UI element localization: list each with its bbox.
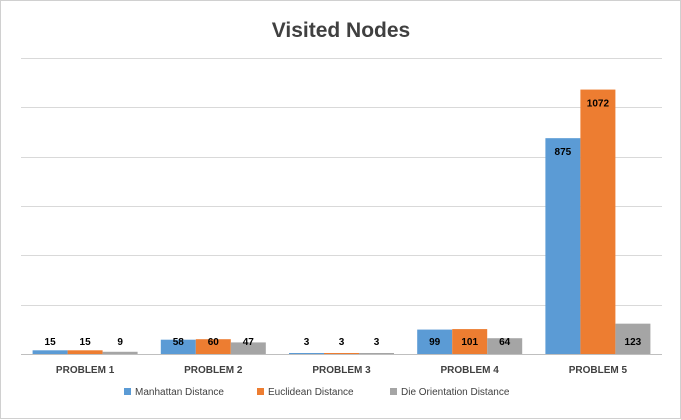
legend-swatch bbox=[390, 388, 397, 395]
bar bbox=[359, 353, 394, 354]
data-label: 99 bbox=[429, 337, 441, 348]
data-label: 3 bbox=[339, 337, 345, 348]
data-label: 123 bbox=[625, 337, 642, 348]
x-tick-label: PROBLEM 3 bbox=[312, 365, 371, 376]
data-label: 58 bbox=[173, 337, 185, 348]
legend-item[interactable]: Euclidean Distance bbox=[257, 387, 354, 398]
bar bbox=[324, 353, 359, 354]
data-label: 3 bbox=[304, 337, 310, 348]
data-label: 15 bbox=[45, 337, 57, 348]
data-label: 64 bbox=[499, 337, 511, 348]
data-label: 3 bbox=[374, 337, 380, 348]
bars bbox=[32, 89, 651, 354]
data-labels: 15 15 9 58 60 47 3 3 3 99 101 64 875 1072 123 bbox=[45, 99, 642, 348]
bar bbox=[417, 329, 453, 354]
legend-label: Die Orientation Distance bbox=[401, 387, 510, 398]
legend-label: Manhattan Distance bbox=[135, 387, 224, 398]
bar bbox=[32, 350, 68, 354]
legend[interactable]: Manhattan Distance Euclidean Distance Die … bbox=[124, 387, 510, 398]
legend-item[interactable]: Manhattan Distance bbox=[124, 387, 224, 398]
bar bbox=[289, 353, 324, 354]
data-label: 15 bbox=[80, 337, 92, 348]
x-tick-label: PROBLEM 1 bbox=[56, 365, 115, 376]
data-label: 101 bbox=[461, 337, 478, 348]
data-label: 875 bbox=[555, 147, 572, 158]
x-tick-label: PROBLEM 4 bbox=[441, 365, 500, 376]
bar bbox=[580, 89, 616, 354]
data-label: 47 bbox=[243, 337, 255, 348]
x-axis-ticks: PROBLEM 1 PROBLEM 2 PROBLEM 3 PROBLEM 4 PROB… bbox=[56, 365, 628, 376]
legend-swatch bbox=[257, 388, 264, 395]
bar bbox=[195, 339, 231, 354]
x-tick-label: PROBLEM 5 bbox=[569, 365, 628, 376]
x-tick-label: PROBLEM 2 bbox=[184, 365, 243, 376]
legend-item[interactable]: Die Orientation Distance bbox=[390, 387, 510, 398]
bar bbox=[160, 339, 196, 354]
data-label: 60 bbox=[208, 337, 220, 348]
legend-label: Euclidean Distance bbox=[268, 387, 354, 398]
bar bbox=[452, 329, 488, 354]
bar bbox=[230, 342, 266, 354]
legend-swatch bbox=[124, 388, 131, 395]
bar bbox=[615, 323, 651, 354]
gridlines bbox=[21, 58, 662, 355]
data-label: 1072 bbox=[587, 99, 610, 110]
bar bbox=[67, 350, 103, 354]
data-label: 9 bbox=[117, 337, 123, 348]
bar bbox=[545, 138, 581, 354]
bar bbox=[102, 351, 138, 354]
chart-title: Visited Nodes bbox=[272, 19, 411, 42]
bar bbox=[487, 338, 523, 354]
